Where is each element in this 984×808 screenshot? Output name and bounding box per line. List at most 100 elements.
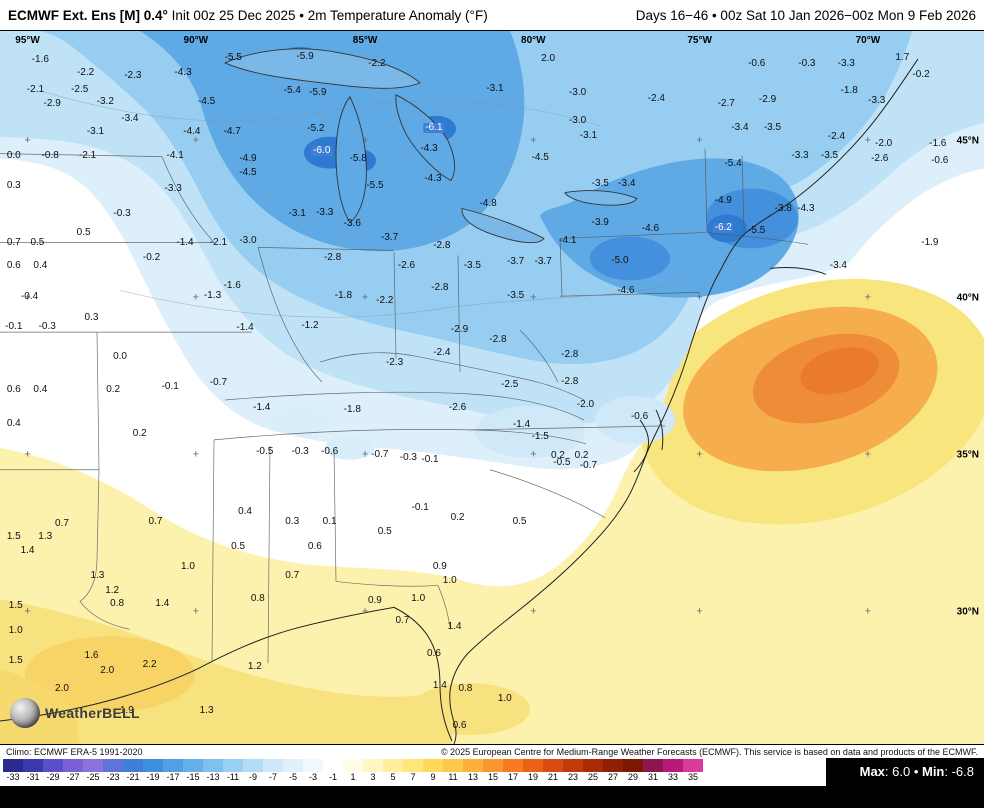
colorbar-tick-label: -27 [66,772,80,782]
colorbar-cell [183,759,203,772]
temp-anomaly-value: -3.4 [731,121,749,133]
temp-anomaly-value: -2.1 [209,236,228,248]
temp-anomaly-value: 0.9 [367,595,382,607]
temp-anomaly-value: -3.4 [829,259,847,271]
temp-anomaly-value: -1.4 [236,322,254,334]
temp-anomaly-value: -0.6 [931,154,949,166]
colorbar-tick-label: 11 [448,772,458,782]
temp-anomaly-value: 2.0 [100,664,115,676]
colorbar-panel: -33 -31 -29 -27 -25 -23 -21 -19 -17 -15 -13 -11 -9 -7… [0,758,826,786]
temp-anomaly-value: -3.8 [774,202,792,214]
graticule-cross-icon: + [24,448,31,461]
colorbar-tick-label: -23 [106,772,120,782]
temp-anomaly-value: 1.0 [442,574,457,586]
temp-anomaly-value: -2.3 [124,69,142,81]
temp-anomaly-value: -1.4 [512,418,531,430]
temp-anomaly-value: -3.7 [506,256,525,267]
temp-anomaly-value: -2.8 [489,334,507,346]
temp-anomaly-value: -3.7 [534,256,552,267]
colorbar-tick-label: -25 [86,772,100,782]
graticule-cross-icon: + [696,134,703,147]
colorbar-cell [23,759,43,772]
temp-anomaly-value: -2.6 [397,259,416,271]
temp-anomaly-value: -6.0 [311,144,333,156]
temp-anomaly-value: -1.4 [176,236,194,248]
graticule-cross-icon: + [530,134,537,147]
temp-anomaly-value: -3.5 [591,178,609,190]
graticule-cross-icon: + [192,291,200,304]
temp-anomaly-value: -3.5 [763,121,782,133]
temp-anomaly-value: -4.7 [223,125,241,137]
temp-anomaly-value: 1.5 [8,600,23,612]
temp-anomaly-value: -5.9 [296,50,314,62]
temp-anomaly-value: -2.5 [71,84,89,96]
max-min-readout: Max: 6.0 • Min: -6.8 [859,764,974,779]
colorbar-cell [383,759,403,772]
temp-anomaly-value: -6.2 [712,221,734,233]
temp-anomaly-value: 2.2 [142,658,157,670]
temp-anomaly-value: -5.2 [307,122,325,134]
colorbar-tick-label: 33 [667,772,678,782]
temp-anomaly-value: -2.0 [576,398,595,410]
temp-anomaly-value: 0.6 [6,383,21,395]
temp-anomaly-value: -5.4 [283,84,301,96]
temp-anomaly-value: 1.4 [432,680,447,692]
colorbar-tick-label: 3 [370,772,376,782]
colorbar-cell [683,759,703,772]
temp-anomaly-value: 0.6 [452,720,467,732]
temp-anomaly-value: -1.8 [840,84,858,96]
temp-anomaly-value: -3.9 [591,216,609,228]
colorbar-cell [223,759,243,772]
colorbar-cell [283,759,303,772]
coastline [0,58,919,744]
temp-anomaly-value: 0.2 [132,427,147,439]
temp-anomaly-value: -5.5 [224,52,242,64]
temp-anomaly-value: 1.3 [199,705,214,717]
temp-anomaly-value: -3.5 [506,290,525,302]
temp-anomaly-value: 0.7 [148,515,163,527]
temp-anomaly-value: -2.4 [647,92,665,104]
colorbar-cell [363,759,383,772]
temp-anomaly-value: -4.4 [183,125,201,137]
product-title: ECMWF Ext. Ens [M] 0.4° [8,7,168,23]
temp-anomaly-value: -2.4 [433,347,451,359]
temp-anomaly-value: -3.5 [820,150,839,162]
map-area: + + + + + + + + + + + + + + + + + + + + + + + +95°W 90°W 85°W 80°W… [0,30,984,745]
weatherbell-logo-text: WeatherBELL [45,705,140,721]
longitude-label: 70°W [855,35,881,46]
colorbar-cell [83,759,103,772]
temp-anomaly-value: -3.1 [288,207,306,219]
temp-anomaly-value: -0.1 [161,380,179,392]
temp-anomaly-value: -5.5 [366,179,384,191]
temp-anomaly-value: -2.4 [827,130,846,142]
colorbar-tick-label: 27 [607,772,618,782]
colorbar-tick-label: 15 [487,772,498,782]
colorbar-tick-label: -7 [268,772,277,782]
temp-anomaly-value: -2.8 [431,282,449,294]
weatherbell-logo: WeatherBELL [10,698,140,728]
colorbar-tick-label: -1 [328,772,337,782]
colorbar-tick-label: 9 [430,772,436,782]
temp-anomaly-value: -2.6 [871,152,889,164]
colorbar-cell [423,759,443,772]
map-art [0,31,984,744]
temp-anomaly-value: -1.5 [531,430,549,442]
graticule-cross-icon: + [864,134,872,147]
latitude-label: 30°N [956,606,979,618]
copyright-attribution: © 2025 European Centre for Medium-Range … [440,746,978,757]
temp-anomaly-value: -0.1 [411,501,429,513]
temp-anomaly-value: 0.7 [285,569,300,581]
anomaly-contours [39,90,691,318]
latitude-label: 45°N [956,135,979,147]
colorbar-tick-label: -3 [308,772,317,782]
temp-anomaly-value: -3.7 [381,232,399,244]
bottom-bar: -33 -31 -29 -27 -25 -23 -21 -19 -17 -15 -13 -11 -9 -7… [0,758,984,808]
colorbar-cell [43,759,63,772]
graticule-cross-icon: + [530,448,537,461]
temp-anomaly-value: -3.0 [239,234,257,246]
temp-anomaly-value: 1.5 [6,530,21,542]
temp-anomaly-value: -1.6 [929,137,947,149]
temp-anomaly-value: 0.8 [250,593,265,605]
temp-anomaly-value: 0.5 [76,227,91,239]
product-subtitle: Init 00z 25 Dec 2025 • 2m Temperature An… [167,7,488,23]
